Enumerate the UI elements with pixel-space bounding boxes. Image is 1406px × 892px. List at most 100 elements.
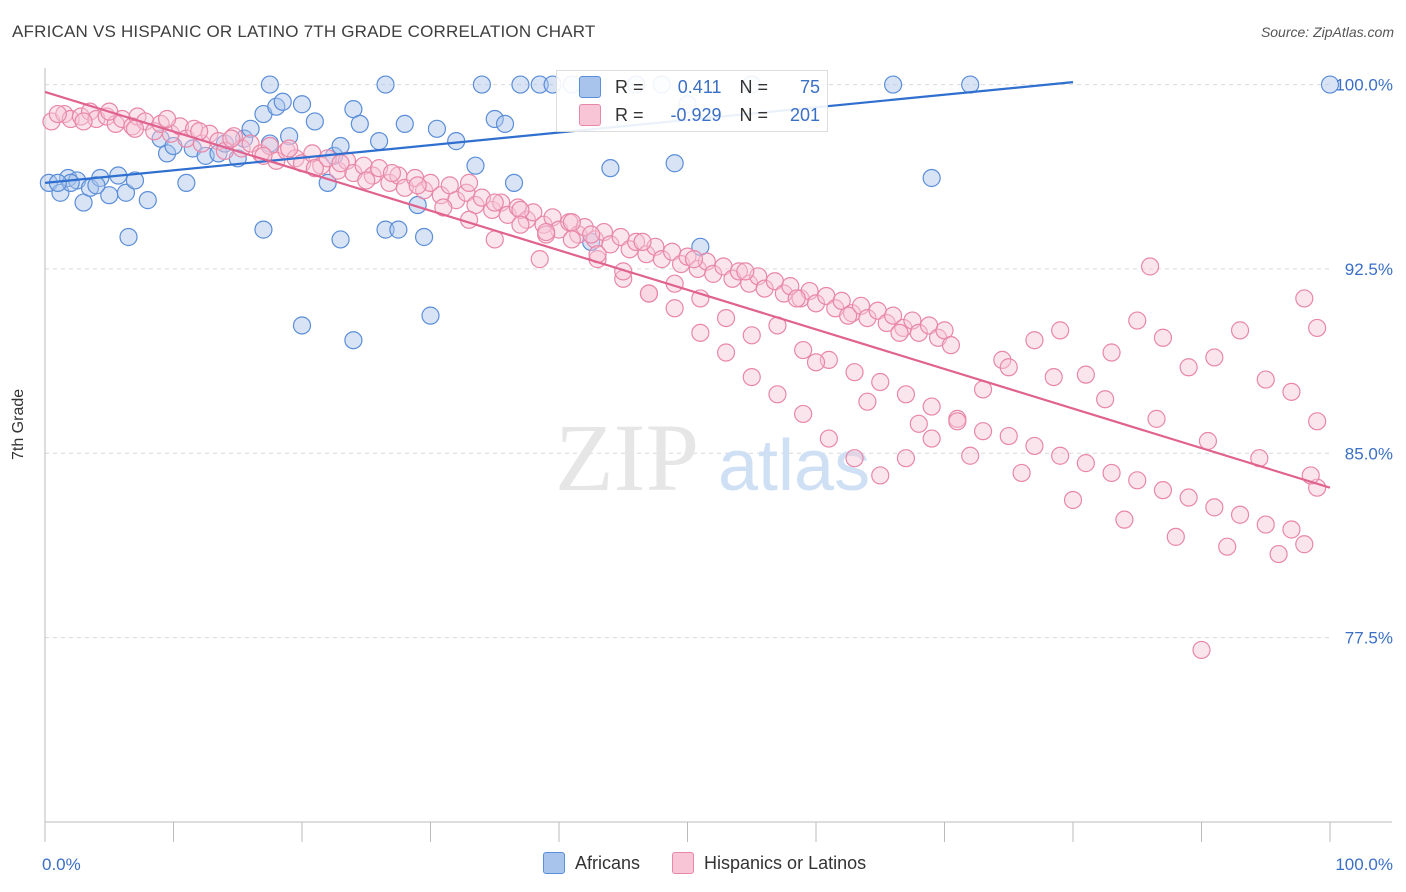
data-point-hispanics <box>125 119 145 138</box>
legend-item-hispanics: Hispanics or Latinos <box>672 852 866 874</box>
data-point-hispanics <box>806 294 826 313</box>
data-point-hispanics <box>1256 515 1275 534</box>
data-point-hispanics <box>1269 544 1288 564</box>
data-point-hispanics <box>1102 343 1121 362</box>
data-point-hispanics <box>408 176 427 195</box>
data-point-hispanics <box>582 225 601 244</box>
data-point-africans <box>485 109 504 129</box>
data-point-hispanics <box>691 323 710 342</box>
stats-row-hispanics: R = -0.929 N = 201 <box>557 101 820 129</box>
data-point-hispanics <box>1140 257 1160 276</box>
data-point-hispanics <box>530 250 549 269</box>
data-point-hispanics <box>357 171 376 190</box>
r-value: 0.411 <box>677 76 722 97</box>
data-point-hispanics <box>626 232 646 251</box>
r-value: -0.929 <box>670 104 722 125</box>
data-point-hispanics <box>999 358 1018 377</box>
data-point-hispanics <box>1308 318 1327 338</box>
data-point-hispanics <box>511 200 530 220</box>
data-point-africans <box>119 227 138 247</box>
data-point-hispanics <box>1282 382 1301 401</box>
data-point-hispanics <box>922 429 941 448</box>
data-point-africans <box>530 75 549 94</box>
data-point-africans <box>254 220 273 239</box>
data-point-hispanics <box>222 129 241 148</box>
data-point-hispanics <box>537 222 556 242</box>
data-point-hispanics <box>1115 510 1134 529</box>
data-point-hispanics <box>459 173 479 193</box>
data-point-africans <box>466 156 485 175</box>
data-point-hispanics <box>601 235 620 254</box>
data-point-africans <box>421 306 440 325</box>
data-point-hispanics <box>1230 505 1250 524</box>
data-point-hispanics <box>787 289 806 308</box>
data-point-africans <box>292 95 312 114</box>
series-legend: Africans Hispanics or Latinos <box>543 852 866 874</box>
n-label: N = <box>739 104 769 125</box>
data-point-hispanics <box>1153 328 1173 347</box>
data-point-hispanics <box>1282 520 1301 539</box>
data-point-hispanics <box>684 250 704 269</box>
legend-item-africans: Africans <box>543 852 640 874</box>
swatch-hispanics <box>579 104 601 126</box>
data-point-hispanics <box>1102 463 1121 483</box>
data-point-hispanics <box>562 230 581 249</box>
legend-swatch-africans <box>543 852 565 874</box>
data-point-africans <box>331 230 350 249</box>
data-point-hispanics <box>736 262 755 281</box>
data-point-hispanics <box>742 326 761 345</box>
data-point-hispanics <box>839 306 858 325</box>
data-point-hispanics <box>1192 640 1211 660</box>
data-point-hispanics <box>1063 490 1083 510</box>
data-point-hispanics <box>896 385 916 404</box>
r-label: R = <box>615 104 644 125</box>
data-point-hispanics <box>1205 348 1224 367</box>
data-point-africans <box>292 316 312 335</box>
data-point-hispanics <box>614 262 633 281</box>
n-value: 75 <box>800 76 821 97</box>
r-label: R = <box>615 76 644 97</box>
data-point-hispanics <box>704 264 723 283</box>
data-point-hispanics <box>845 363 864 382</box>
data-point-hispanics <box>845 449 864 468</box>
trend-line-hispanics <box>44 90 1331 489</box>
data-point-hispanics <box>652 250 671 269</box>
data-point-africans <box>504 173 524 193</box>
data-point-hispanics <box>755 279 774 298</box>
data-point-hispanics <box>1147 409 1166 428</box>
data-point-africans <box>138 191 157 210</box>
data-point-hispanics <box>511 215 530 234</box>
data-point-hispanics <box>485 193 504 212</box>
axes <box>44 68 1392 842</box>
data-point-africans <box>305 112 324 131</box>
data-point-hispanics <box>280 139 299 158</box>
data-point-hispanics <box>729 262 749 281</box>
data-point-africans <box>116 183 136 202</box>
data-point-africans <box>495 114 515 134</box>
data-point-hispanics <box>71 107 91 126</box>
data-point-hispanics <box>485 230 504 249</box>
data-point-africans <box>350 114 369 134</box>
data-point-hispanics <box>1295 535 1314 554</box>
data-point-africans <box>511 75 530 94</box>
data-point-hispanics <box>1230 321 1250 340</box>
y-tick-label: 85.0% <box>1345 444 1393 463</box>
swatch-africans <box>579 76 601 98</box>
data-point-hispanics <box>999 426 1018 446</box>
legend-label-africans: Africans <box>575 852 641 873</box>
data-point-africans <box>376 220 395 239</box>
data-point-hispanics <box>890 323 909 342</box>
data-point-hispanics <box>871 372 890 392</box>
data-point-hispanics <box>665 299 684 318</box>
data-point-africans <box>883 75 903 94</box>
data-point-hispanics <box>922 397 941 416</box>
data-point-africans <box>177 173 196 193</box>
stats-legend: R = 0.411 N = 75 R = -0.929 N = 201 <box>556 70 828 132</box>
grid-lines <box>45 84 1330 639</box>
data-point-africans <box>370 132 389 151</box>
data-point-hispanics <box>858 392 877 411</box>
trend-lines <box>44 81 1331 489</box>
data-point-africans <box>414 227 434 247</box>
data-point-hispanics <box>1025 331 1044 350</box>
data-point-hispanics <box>877 313 896 333</box>
